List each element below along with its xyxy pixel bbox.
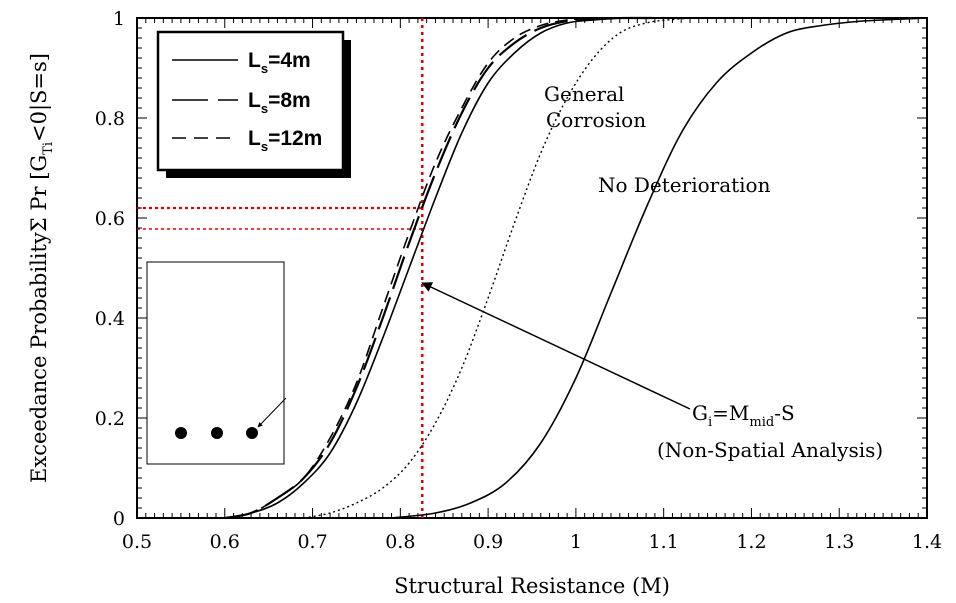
annotation-general-corrosion-1: General (544, 82, 624, 106)
rebar-dot-2 (211, 427, 223, 439)
x-tick-label: 1.2 (736, 531, 766, 553)
y-tick-label: 1 (113, 8, 125, 30)
legend-box (156, 30, 345, 172)
x-tick-label: 1.3 (824, 531, 854, 553)
series-curves (224, 16, 928, 520)
series-curve-5 (391, 17, 928, 519)
annotation-general-corrosion-2: Corrosion (546, 108, 646, 132)
inset-cross-section (146, 261, 287, 465)
legend-entry-3: Ls=12m (248, 127, 322, 154)
inset-arrow (257, 397, 287, 428)
rebar-dot-1 (175, 427, 187, 439)
x-axis-title: Structural Resistance (M) (394, 574, 670, 598)
x-tick-label: 1 (570, 531, 582, 553)
x-tick-label: 0.9 (473, 531, 503, 553)
y-tick-label: 0.4 (95, 308, 125, 330)
annotation-non-spatial: (Non-Spatial Analysis) (657, 438, 883, 462)
annotation-no-deterioration: No Deterioration (598, 173, 771, 197)
x-tick-label: 0.8 (385, 531, 415, 553)
x-tick-label: 1.1 (649, 531, 679, 553)
x-tick-label: 1.4 (912, 531, 942, 553)
x-tick-label: 0.7 (297, 531, 327, 553)
annotation-gi-formula: Gi=Mmid-S (692, 401, 795, 430)
legend-entry-1: Ls=4m (248, 49, 311, 76)
y-tick-label: 0 (113, 508, 125, 530)
y-tick-label: 0.8 (95, 108, 125, 130)
series-curve-3 (224, 17, 664, 519)
y-tick-label: 0.2 (95, 408, 125, 430)
x-tick-label: 0.5 (122, 531, 152, 553)
y-tick-label: 0.6 (95, 208, 125, 230)
legend-entry-2: Ls=8m (248, 89, 311, 116)
x-tick-label: 0.6 (210, 531, 240, 553)
y-axis-title: Exceedance ProbabilityΣ Pr [GTi<0|S=s] (27, 53, 56, 483)
axis-ticks (136, 17, 928, 519)
legend: Ls=4m Ls=8m Ls=12m (156, 30, 351, 178)
series-curve-1 (224, 17, 699, 519)
rebar-dot-3 (246, 427, 258, 439)
annotation-arrow (421, 282, 691, 410)
tick-labels: 0.5 0.6 0.7 0.8 0.9 1 1.1 1.2 1.3 1.4 0 0.2 0.4 0.6 0.… (95, 8, 942, 553)
